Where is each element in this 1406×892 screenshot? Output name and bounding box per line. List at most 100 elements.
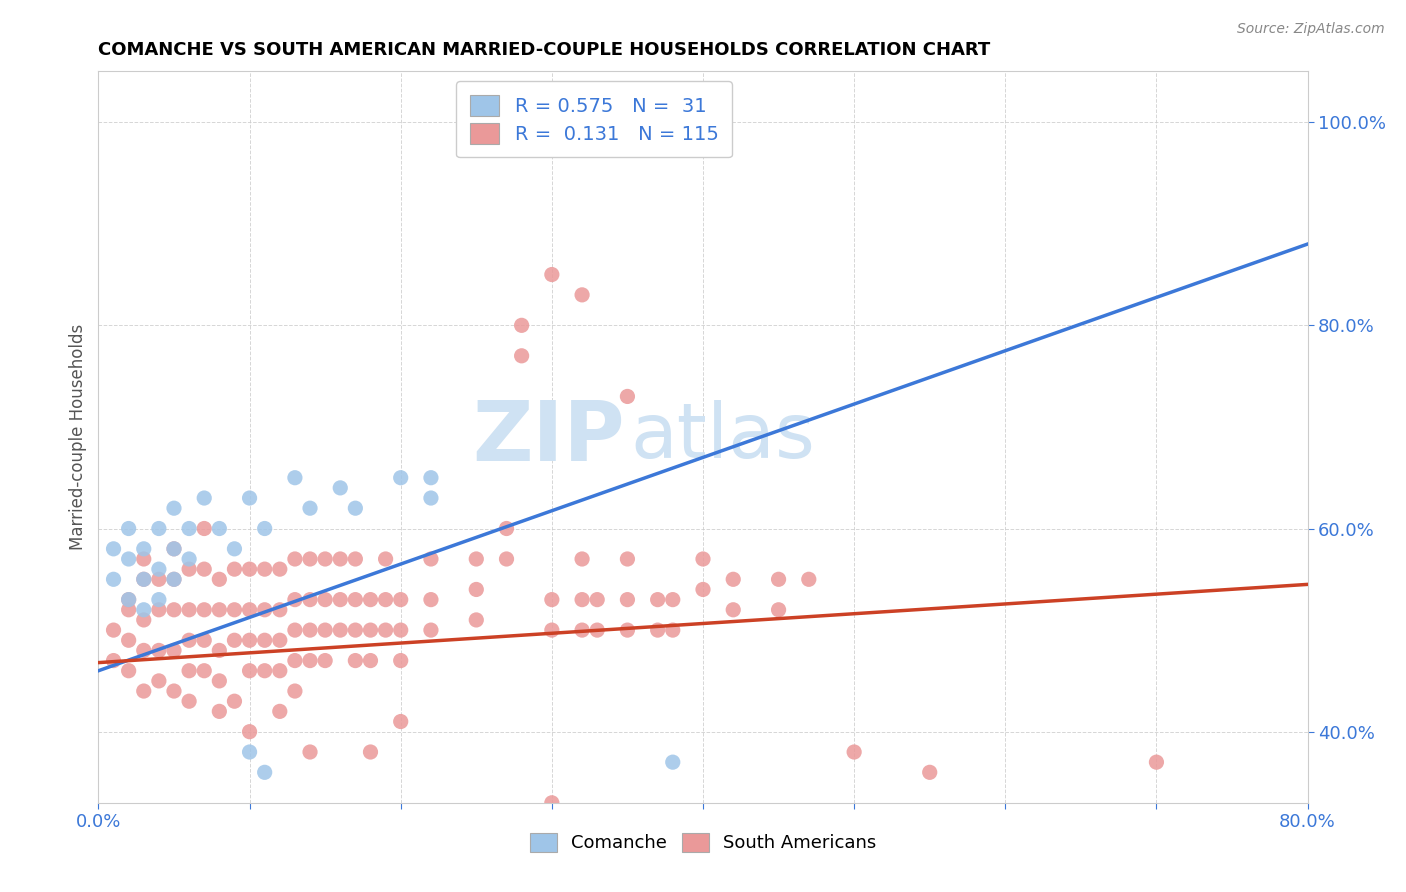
Point <box>647 592 669 607</box>
Point <box>148 521 170 535</box>
Point <box>148 673 170 688</box>
Point <box>253 633 276 648</box>
Point <box>208 643 231 657</box>
Point <box>723 572 745 586</box>
Point <box>540 592 562 607</box>
Point <box>389 471 412 485</box>
Point <box>616 826 638 840</box>
Point <box>329 552 352 566</box>
Point <box>344 501 367 516</box>
Point <box>616 623 638 637</box>
Point <box>239 664 262 678</box>
Point <box>420 471 443 485</box>
Point <box>269 633 291 648</box>
Text: Source: ZipAtlas.com: Source: ZipAtlas.com <box>1237 22 1385 37</box>
Point <box>224 562 246 576</box>
Point <box>269 603 291 617</box>
Point <box>360 623 382 637</box>
Point <box>118 592 141 607</box>
Point <box>374 592 396 607</box>
Point <box>179 664 201 678</box>
Point <box>269 705 291 719</box>
Point <box>103 654 125 668</box>
Point <box>344 592 367 607</box>
Point <box>284 654 307 668</box>
Point <box>239 745 262 759</box>
Point <box>179 633 201 648</box>
Point <box>224 603 246 617</box>
Y-axis label: Married-couple Households: Married-couple Households <box>69 324 87 550</box>
Point <box>208 673 231 688</box>
Point <box>148 572 170 586</box>
Point <box>132 572 155 586</box>
Point <box>253 603 276 617</box>
Point <box>692 582 714 597</box>
Point <box>329 623 352 637</box>
Point <box>465 613 488 627</box>
Point <box>253 562 276 576</box>
Point <box>132 613 155 627</box>
Text: ZIP: ZIP <box>472 397 624 477</box>
Point <box>314 623 336 637</box>
Point <box>163 603 186 617</box>
Point <box>571 592 593 607</box>
Point <box>768 603 790 617</box>
Legend: Comanche, South Americans: Comanche, South Americans <box>519 822 887 863</box>
Point <box>103 541 125 556</box>
Point <box>586 623 609 637</box>
Point <box>768 572 790 586</box>
Point <box>329 481 352 495</box>
Point <box>723 603 745 617</box>
Point <box>284 471 307 485</box>
Point <box>314 552 336 566</box>
Point <box>299 501 322 516</box>
Point <box>193 664 215 678</box>
Point <box>284 684 307 698</box>
Point <box>540 268 562 282</box>
Point <box>253 521 276 535</box>
Point <box>616 552 638 566</box>
Point <box>224 633 246 648</box>
Point <box>253 664 276 678</box>
Point <box>661 592 683 607</box>
Point <box>586 592 609 607</box>
Point <box>647 623 669 637</box>
Point <box>239 633 262 648</box>
Point <box>465 582 488 597</box>
Point <box>148 603 170 617</box>
Point <box>132 552 155 566</box>
Point <box>571 623 593 637</box>
Point <box>844 745 866 759</box>
Point <box>179 521 201 535</box>
Point <box>132 603 155 617</box>
Point <box>495 552 517 566</box>
Point <box>344 623 367 637</box>
Point <box>103 572 125 586</box>
Point <box>239 491 262 505</box>
Point <box>661 755 683 769</box>
Point <box>193 633 215 648</box>
Point <box>118 664 141 678</box>
Point <box>148 592 170 607</box>
Point <box>208 705 231 719</box>
Point <box>389 714 412 729</box>
Point <box>269 562 291 576</box>
Point <box>208 572 231 586</box>
Point <box>389 654 412 668</box>
Point <box>132 684 155 698</box>
Point <box>239 724 262 739</box>
Point <box>118 592 141 607</box>
Point <box>571 288 593 302</box>
Point <box>118 633 141 648</box>
Point <box>193 603 215 617</box>
Point <box>918 765 941 780</box>
Point <box>132 541 155 556</box>
Point <box>616 389 638 403</box>
Point <box>179 552 201 566</box>
Point <box>284 592 307 607</box>
Point <box>118 603 141 617</box>
Point <box>360 745 382 759</box>
Point <box>661 623 683 637</box>
Point <box>118 552 141 566</box>
Point <box>118 521 141 535</box>
